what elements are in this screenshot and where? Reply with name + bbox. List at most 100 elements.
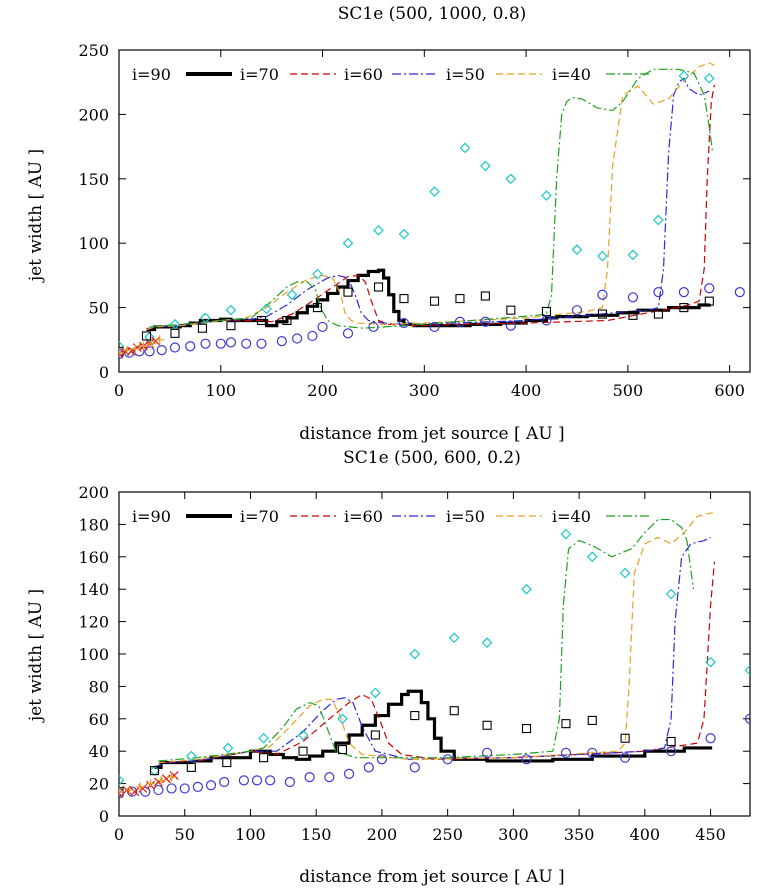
- circle-marker: [324, 772, 335, 783]
- square-marker: [343, 287, 353, 297]
- circle-marker: [597, 289, 608, 300]
- y-axis-title: jet width [ AU ]: [26, 589, 46, 723]
- x-tick-label: 300: [409, 381, 440, 400]
- circle-marker: [343, 768, 355, 779]
- y-tick-label: 150: [78, 170, 109, 189]
- diamond-marker: [627, 249, 639, 261]
- square-marker: [170, 328, 180, 338]
- square-marker: [521, 723, 532, 734]
- series-line-i60: [146, 77, 710, 331]
- diamond-marker: [369, 687, 381, 699]
- square-marker: [704, 296, 714, 306]
- circle-marker: [307, 330, 318, 342]
- diamond-marker: [373, 224, 384, 236]
- circle-marker: [156, 345, 167, 356]
- square-marker: [620, 733, 630, 743]
- legend-label: i=70: [240, 65, 279, 84]
- diamond-marker: [653, 214, 664, 226]
- circle-marker: [276, 335, 287, 347]
- square-marker: [653, 309, 663, 319]
- circle-marker: [215, 338, 226, 349]
- diamond-marker: [398, 228, 410, 240]
- circle-marker: [251, 775, 263, 786]
- diamond-marker: [480, 160, 491, 172]
- diamond-marker: [225, 304, 237, 316]
- circle-marker: [225, 337, 237, 348]
- plot-frame: [118, 49, 751, 373]
- plot-area: [119, 512, 750, 799]
- circle-marker: [734, 287, 745, 298]
- legend-label: i=40: [552, 507, 591, 526]
- diamond-marker: [337, 713, 348, 725]
- x-tick-label: 400: [511, 381, 542, 400]
- legend-label: i=50: [446, 507, 485, 526]
- circle-marker: [480, 316, 491, 327]
- legend-label: i=70: [240, 507, 279, 526]
- circle-marker: [376, 754, 388, 765]
- square-marker: [186, 762, 196, 772]
- plus-marker: [167, 772, 177, 782]
- diamond-marker: [222, 742, 234, 754]
- circle-marker: [454, 316, 466, 327]
- circle-marker: [744, 713, 750, 724]
- circle-marker: [620, 752, 631, 763]
- chart-bottom: SC1e (500, 600, 0.2) distance from jet s…: [26, 448, 751, 887]
- circle-marker: [241, 338, 252, 349]
- square-marker: [679, 303, 689, 313]
- plus-marker: [125, 785, 135, 795]
- diamond-marker: [703, 72, 715, 84]
- y-tick-label: 120: [78, 613, 109, 632]
- legend-label: i=60: [344, 507, 383, 526]
- circle-marker: [153, 784, 164, 796]
- x-axis-title: distance from jet source [ AU ]: [299, 424, 564, 444]
- x-tick-label: 50: [175, 825, 195, 844]
- x-axis-title: distance from jet source [ AU ]: [299, 867, 564, 887]
- cross-marker: [119, 788, 124, 798]
- diamond-marker: [119, 775, 125, 786]
- legend-label: i=90: [132, 65, 171, 84]
- y-axis-title: jet width [ AU ]: [26, 149, 46, 283]
- y-tick-label: 200: [78, 105, 109, 124]
- circle-marker: [140, 786, 151, 797]
- chart-top: SC1e (500, 1000, 0.8) distance from jet …: [26, 4, 751, 444]
- diamond-marker: [185, 750, 197, 762]
- diamond-marker: [297, 729, 309, 741]
- series-line-i60: [154, 536, 711, 768]
- plus-marker: [119, 787, 124, 797]
- y-tick-label: 100: [78, 234, 109, 253]
- plus-marker: [119, 348, 124, 358]
- circle-marker: [653, 287, 664, 298]
- diamond-marker: [448, 632, 460, 644]
- square-marker: [222, 757, 232, 768]
- series-line-i70: [146, 84, 715, 331]
- plus-marker: [130, 344, 140, 354]
- legend-label: i=40: [552, 65, 591, 84]
- circle-marker: [192, 781, 203, 792]
- circle-marker: [256, 338, 267, 349]
- y-tick-label: 80: [89, 677, 109, 696]
- plus-marker: [135, 782, 145, 792]
- circle-marker: [704, 283, 715, 294]
- circle-marker: [166, 783, 177, 794]
- square-marker: [149, 766, 160, 776]
- y-tick-label: 40: [89, 742, 109, 761]
- square-marker: [506, 305, 516, 315]
- circle-marker: [442, 754, 453, 765]
- square-marker: [449, 706, 459, 716]
- circle-marker: [144, 346, 155, 357]
- plus-marker: [138, 341, 148, 351]
- legend-label: i=60: [344, 65, 383, 84]
- x-tick-label: 0: [114, 381, 124, 400]
- plus-marker: [156, 775, 166, 785]
- square-marker: [370, 730, 380, 740]
- circle-marker: [398, 317, 410, 329]
- circle-marker: [571, 305, 583, 316]
- y-tick-label: 160: [78, 548, 109, 567]
- circle-marker: [505, 320, 516, 331]
- circle-marker: [627, 292, 639, 303]
- circle-marker: [587, 747, 598, 758]
- circle-marker: [521, 754, 532, 765]
- circle-marker: [368, 321, 379, 333]
- x-tick-label: 200: [367, 825, 398, 844]
